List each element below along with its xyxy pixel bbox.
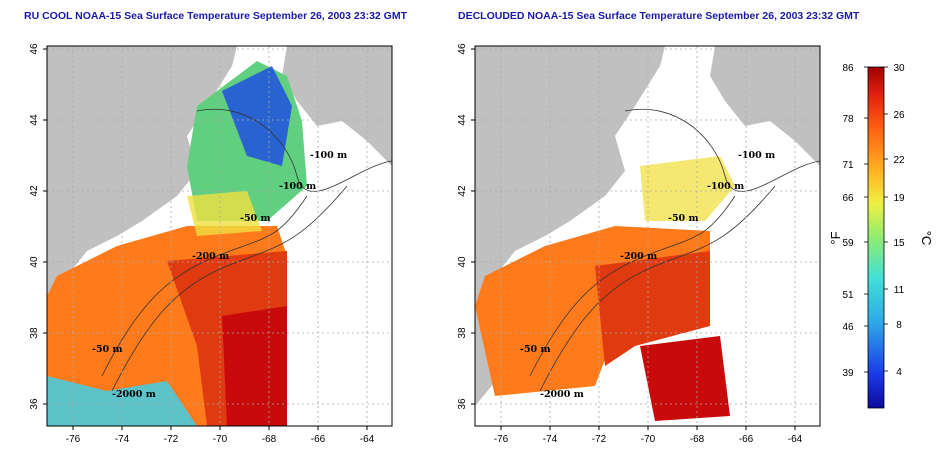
bathymetry-contour — [101, 195, 308, 377]
fahrenheit-tick-label: 86 — [842, 63, 854, 74]
contour-label: -200 m — [192, 251, 229, 262]
contour-label: -100 m — [310, 150, 347, 161]
slope-water-sst — [595, 251, 710, 366]
georges-bank-sst — [187, 191, 262, 236]
contour-label: -100 m — [707, 181, 744, 192]
right-map-title: DECLOUDED NOAA-15 Sea Surface Temperatur… — [458, 10, 860, 22]
us-mainland — [475, 46, 665, 406]
x-tick-label: -76 — [66, 434, 81, 445]
cold-water-patch — [222, 66, 292, 166]
y-tick-label: 42 — [29, 185, 40, 197]
fahrenheit-tick-label: 78 — [842, 114, 854, 125]
fahrenheit-unit-label: °F — [828, 231, 843, 244]
nova-scotia-landmass — [282, 46, 392, 166]
y-tick-label: 40 — [29, 256, 40, 268]
x-tick-label: -64 — [360, 434, 375, 445]
x-tick-label: -74 — [543, 434, 558, 445]
celsius-tick-label: 19 — [893, 193, 905, 204]
left-map-title: RU COOL NOAA-15 Sea Surface Temperature … — [24, 10, 408, 22]
celsius-unit-label: °C — [919, 231, 934, 246]
bathymetry-contour — [529, 195, 736, 377]
fahrenheit-tick-label: 66 — [842, 193, 854, 204]
y-tick-label: 46 — [457, 43, 468, 55]
y-tick-label: 38 — [457, 327, 468, 339]
y-tick-label: 44 — [457, 114, 468, 126]
y-tick-label: 46 — [29, 43, 40, 55]
x-tick-label: -68 — [690, 434, 705, 445]
x-tick-label: -66 — [311, 434, 326, 445]
celsius-tick-label: 22 — [893, 155, 905, 166]
celsius-tick-label: 11 — [894, 285, 905, 296]
fahrenheit-tick-label: 46 — [842, 322, 854, 333]
colorbar-gradient — [867, 66, 885, 409]
y-tick-label: 38 — [29, 327, 40, 339]
x-tick-label: -72 — [164, 434, 179, 445]
contour-label: -50 m — [668, 213, 699, 224]
celsius-tick-label: 15 — [893, 238, 905, 249]
georges-bank-sst — [640, 156, 735, 221]
bathymetry-contour — [111, 185, 348, 392]
us-mainland — [47, 46, 237, 406]
celsius-tick-label: 26 — [893, 110, 905, 121]
contour-label: -50 m — [240, 213, 271, 224]
contour-label: -50 m — [92, 344, 123, 355]
x-tick-label: -74 — [115, 434, 130, 445]
contour-label: -200 m — [620, 251, 657, 262]
gulf-stream-sst — [222, 306, 287, 426]
contour-label: -100 m — [279, 181, 316, 192]
y-tick-label: 44 — [29, 114, 40, 126]
x-tick-label: -68 — [262, 434, 277, 445]
celsius-tick-label: 4 — [896, 367, 902, 378]
fahrenheit-tick-label: 71 — [842, 160, 854, 171]
fahrenheit-tick-label: 51 — [842, 290, 854, 301]
bathymetry-contour — [196, 109, 392, 192]
x-tick-label: -66 — [739, 434, 754, 445]
x-tick-label: -76 — [494, 434, 509, 445]
contour-label: -100 m — [738, 150, 775, 161]
y-tick-label: 36 — [29, 398, 40, 410]
left-map-panel: -100 m -100 m -50 m -200 m -50 m -2000 m -76 -7… — [29, 43, 393, 445]
fahrenheit-tick-label: 59 — [842, 238, 854, 249]
right-map-panel: -100 m -100 m -50 m -200 m -50 m -2000 m -76 -7… — [457, 43, 821, 445]
contour-label: -50 m — [520, 344, 551, 355]
fahrenheit-tick-label: 39 — [842, 368, 854, 379]
temperature-colorbar: 86 78 71 66 59 51 46 39 30 26 22 19 15 11 8 4 °F °C — [828, 63, 934, 409]
x-tick-label: -70 — [641, 434, 656, 445]
bathymetry-contour — [624, 109, 820, 192]
x-tick-label: -70 — [213, 434, 228, 445]
contour-label: -2000 m — [112, 389, 156, 400]
y-tick-label: 42 — [457, 185, 468, 197]
x-tick-label: -72 — [592, 434, 607, 445]
nova-scotia-landmass — [710, 46, 820, 166]
y-tick-label: 36 — [457, 398, 468, 410]
celsius-tick-label: 30 — [893, 63, 905, 74]
contour-label: -2000 m — [540, 389, 584, 400]
gulf-stream-sst — [640, 336, 730, 421]
y-tick-label: 40 — [457, 256, 468, 268]
bathymetry-contour — [539, 185, 776, 392]
celsius-tick-label: 8 — [896, 320, 902, 331]
x-tick-label: -64 — [788, 434, 803, 445]
